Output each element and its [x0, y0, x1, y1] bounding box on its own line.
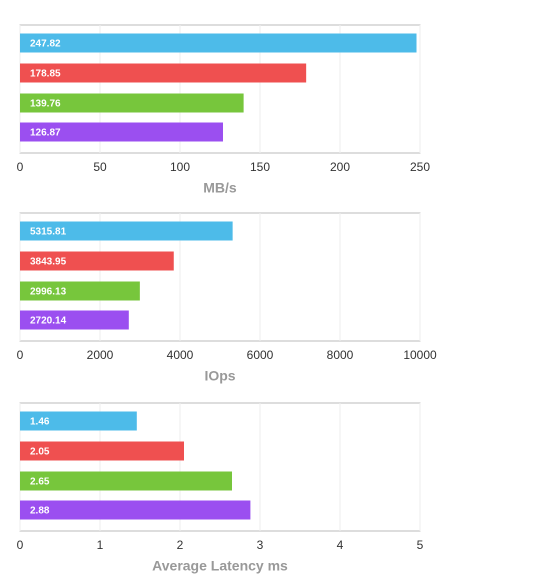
x-tick-label: 0	[17, 348, 24, 362]
x-tick-label: 2000	[87, 348, 114, 362]
bar	[20, 122, 223, 142]
bar	[20, 63, 307, 83]
bar	[20, 310, 129, 330]
value-label: 5315.81	[30, 227, 67, 238]
x-tick-label: 200	[330, 160, 350, 174]
bar	[20, 441, 184, 461]
bar	[20, 251, 174, 271]
value-label: 2.05	[30, 447, 50, 458]
x-tick-label: 1	[97, 538, 104, 552]
bar	[20, 411, 137, 431]
value-label: 2.88	[30, 506, 50, 517]
value-label: 3843.95	[30, 257, 67, 268]
x-axis-label: Average Latency ms	[152, 558, 288, 574]
x-tick-label: 3	[257, 538, 264, 552]
x-tick-label: 6000	[247, 348, 274, 362]
x-tick-label: 10000	[403, 348, 437, 362]
x-tick-label: 250	[410, 160, 430, 174]
value-label: 1.46	[30, 417, 50, 428]
bar	[20, 500, 251, 520]
value-label: 2.65	[30, 477, 50, 488]
x-tick-label: 4	[337, 538, 344, 552]
value-label: 2720.14	[30, 316, 67, 327]
x-tick-label: 8000	[327, 348, 354, 362]
value-label: 139.76	[30, 99, 61, 110]
x-tick-label: 150	[250, 160, 270, 174]
x-axis-label: IOps	[204, 368, 235, 384]
bar	[20, 93, 244, 113]
value-label: 178.85	[30, 69, 61, 80]
x-tick-label: 4000	[167, 348, 194, 362]
x-tick-label: 2	[177, 538, 184, 552]
x-tick-label: 0	[17, 160, 24, 174]
bar	[20, 471, 232, 491]
bar	[20, 281, 140, 301]
x-tick-label: 5	[417, 538, 424, 552]
value-label: 247.82	[30, 39, 61, 50]
x-axis-label: MB/s	[203, 180, 237, 196]
x-tick-label: 0	[17, 538, 24, 552]
x-tick-label: 50	[93, 160, 107, 174]
value-label: 2996.13	[30, 287, 67, 298]
bar	[20, 221, 233, 241]
x-tick-label: 100	[170, 160, 190, 174]
bar	[20, 33, 417, 53]
value-label: 126.87	[30, 128, 61, 139]
